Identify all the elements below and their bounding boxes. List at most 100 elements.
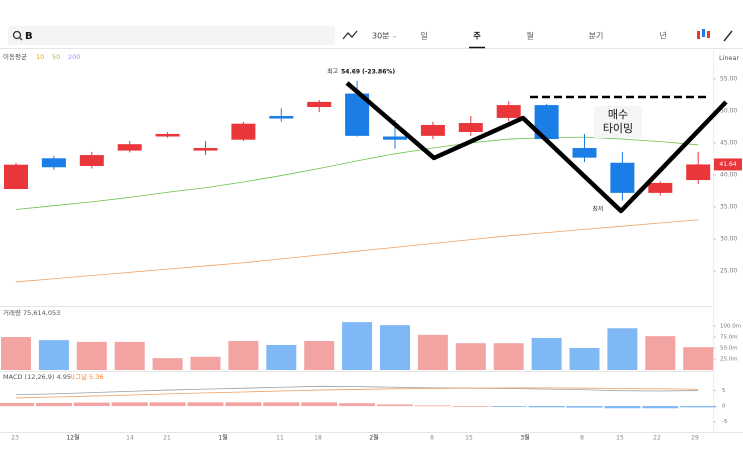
- volume-bar: [683, 347, 714, 370]
- volume-bar: [304, 341, 335, 370]
- x-tick-label: 14: [126, 435, 134, 442]
- period-tab[interactable]: 일: [420, 32, 427, 41]
- macd-histogram-bar: [111, 402, 148, 407]
- search-text[interactable]: B: [25, 31, 33, 42]
- period-tab[interactable]: 월: [526, 31, 533, 41]
- macd-histogram-bar: [377, 404, 413, 407]
- macd-line: [15, 387, 699, 399]
- volume-bar: [342, 322, 373, 370]
- volume-bar: [1, 337, 31, 370]
- x-tick-label: 2월: [369, 434, 378, 442]
- annotation-text: 매수 타이밍: [603, 108, 633, 135]
- volume-bar: [645, 336, 676, 370]
- annotation-box: [594, 106, 642, 138]
- macd-histogram-bar: [73, 402, 110, 407]
- candle-body: [79, 155, 104, 166]
- y-tick-label: 50.00: [720, 107, 737, 114]
- volume-tick-label: 75.0m: [720, 335, 738, 341]
- signal-label: 시그널 5.36: [69, 372, 103, 381]
- x-tick-label: 29: [691, 435, 699, 442]
- macd-histogram-bar: [528, 406, 565, 408]
- x-tick-label: 22: [653, 435, 661, 442]
- volume-bar: [38, 340, 69, 370]
- chart-type-icon[interactable]: [342, 30, 358, 40]
- y-tick-label: 30.00: [720, 236, 737, 243]
- period-tab[interactable]: 주: [473, 32, 481, 41]
- search-icon: [19, 37, 23, 41]
- volume-tick-label: 100.0m: [720, 324, 741, 330]
- x-tick-label: 21: [163, 435, 171, 442]
- volume-bar: [228, 341, 259, 370]
- candle-body: [117, 144, 142, 151]
- scale-label[interactable]: Linear: [719, 54, 740, 62]
- y-tick-label: 25.00: [720, 268, 737, 275]
- volume-bar: [152, 358, 183, 370]
- search-box[interactable]: [8, 26, 335, 45]
- interval-select[interactable]: 30분: [372, 32, 390, 41]
- macd-histogram-bar: [263, 402, 300, 407]
- volume-bar: [531, 337, 562, 370]
- candle-body: [458, 123, 483, 133]
- macd-histogram-bar: [35, 402, 72, 407]
- macd-histogram-bar: [566, 406, 603, 408]
- x-tick-label: 1월: [218, 434, 227, 442]
- macd-histogram-bar: [301, 402, 338, 407]
- indicator-label: 이동평균: [3, 52, 27, 61]
- macd-histogram-bar: [339, 403, 376, 407]
- dropdown-arrow: ⌄: [392, 33, 397, 40]
- volume-bar: [493, 343, 524, 370]
- candle-body: [193, 148, 218, 151]
- x-tick-label: 3월: [520, 434, 529, 442]
- candle-body: [420, 124, 445, 136]
- candle-icon[interactable]: [707, 31, 710, 38]
- macd-histogram-bar: [490, 406, 527, 407]
- candle-body: [610, 162, 635, 193]
- volume-tick-label: 50.0m: [720, 346, 738, 352]
- candle-body: [383, 136, 407, 140]
- low-label: 최저: [592, 205, 603, 213]
- x-tick-label: 12월: [66, 434, 79, 442]
- period-tab[interactable]: 년: [659, 31, 666, 41]
- moving-average: [15, 219, 699, 283]
- macd-histogram-bar: [642, 406, 679, 409]
- candle-body: [307, 101, 332, 108]
- period-tab[interactable]: 분기: [589, 32, 604, 41]
- candle-body: [155, 133, 180, 137]
- candle-icon[interactable]: [702, 29, 705, 37]
- volume-bar: [266, 344, 297, 370]
- y-tick-label: 55.00: [720, 75, 737, 82]
- draw-icon[interactable]: [723, 30, 733, 42]
- volume-bar: [569, 348, 600, 370]
- x-tick-label: 8: [580, 435, 584, 442]
- macd-tick-label: -5: [722, 419, 728, 425]
- volume-bar: [190, 356, 221, 370]
- volume-tick-label: 25.0m: [720, 357, 738, 363]
- last-price-box: [714, 158, 742, 171]
- x-tick-label: 15: [465, 435, 473, 442]
- volume-label: 거래량 75,614,053: [3, 308, 60, 317]
- x-tick-label: 18: [314, 435, 322, 442]
- last-price-label: 41.64: [719, 161, 736, 168]
- volume-bar: [76, 341, 107, 370]
- indicator-period: 10: [36, 53, 44, 61]
- candle-body: [41, 158, 66, 168]
- volume-bar: [607, 328, 638, 370]
- macd-line: [15, 385, 699, 396]
- candle-body: [4, 164, 28, 190]
- macd-histogram-bar: [0, 402, 34, 407]
- macd-histogram-bar: [225, 402, 262, 407]
- macd-histogram-bar: [604, 406, 641, 409]
- macd-histogram-bar: [680, 406, 717, 408]
- indicator-period: 200: [68, 53, 80, 61]
- candle-body: [648, 182, 673, 193]
- macd-histogram-bar: [187, 402, 224, 407]
- candle-icon[interactable]: [697, 31, 700, 39]
- indicator-period: 50: [52, 53, 60, 61]
- volume-bar: [455, 343, 486, 370]
- volume-bar: [114, 341, 145, 370]
- volume-bar: [417, 334, 448, 370]
- y-tick-label: 45.00: [720, 139, 737, 146]
- macd-histogram-bar: [414, 405, 451, 407]
